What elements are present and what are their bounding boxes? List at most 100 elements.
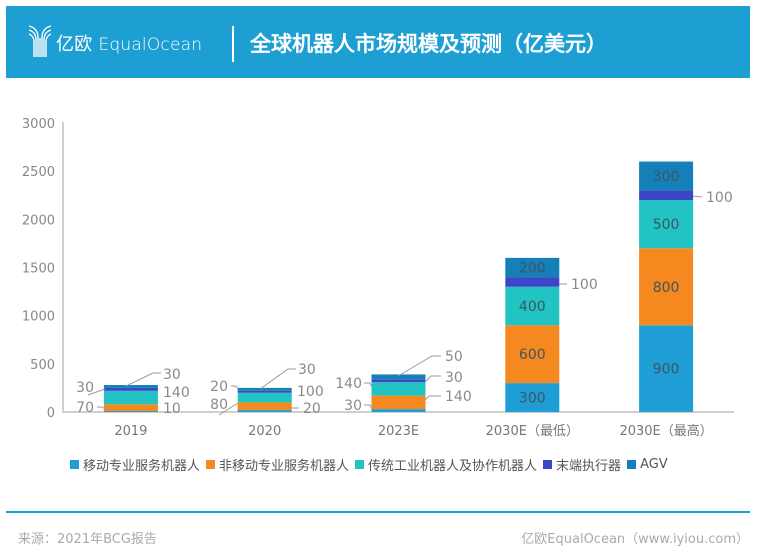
brand-en: EqualOcean — [98, 35, 203, 55]
bar-segment — [639, 200, 694, 249]
x-tick-label: 2023E — [378, 424, 419, 439]
legend-label: AGV — [640, 457, 668, 472]
label-leader-line — [259, 368, 296, 390]
legend-swatch-icon — [206, 460, 216, 469]
data-label: 140 — [445, 389, 472, 405]
label-leader-line — [218, 402, 239, 416]
legend-item-end-effector: 末端执行器 — [543, 455, 621, 474]
data-label: 30 — [76, 380, 94, 396]
legend-item-agv: AGV — [627, 457, 668, 472]
bar-segment — [371, 382, 426, 396]
data-label: 80 — [210, 397, 228, 413]
label-leader-line — [425, 375, 441, 382]
x-tick-label: 2030E（最低） — [486, 424, 579, 439]
data-label: 140 — [335, 376, 362, 392]
legend-item-industrial-cobot: 传统工业机器人及协作机器人 — [355, 455, 537, 474]
y-tick-label: 500 — [30, 358, 55, 373]
legend-label: 末端执行器 — [556, 459, 622, 474]
bar-segment — [505, 383, 560, 412]
label-leader-line — [397, 355, 441, 377]
y-tick-label: 1000 — [22, 310, 55, 325]
data-label: 300 — [653, 169, 680, 185]
y-tick-label: 1500 — [22, 262, 55, 277]
label-leader-line — [424, 395, 441, 401]
bar-segment — [639, 190, 694, 201]
bar-segment — [371, 395, 426, 410]
bar-segment — [237, 387, 292, 391]
bar-segment — [371, 374, 426, 380]
bar-segment — [371, 409, 426, 412]
bar-segment — [237, 392, 292, 403]
data-label: 200 — [519, 261, 546, 277]
x-tick-label: 2020 — [248, 424, 281, 439]
data-label: 30 — [298, 362, 316, 378]
data-label: 300 — [519, 391, 546, 407]
y-tick-label: 0 — [47, 406, 55, 421]
data-label: 30 — [344, 398, 362, 414]
data-label: 10 — [163, 401, 181, 417]
brand-logo-text: 亿欧 EqualOcean — [56, 30, 202, 56]
legend-label: 非移动专业服务机器人 — [219, 459, 350, 474]
data-label: 900 — [653, 362, 680, 378]
data-label: 100 — [297, 384, 324, 400]
legend-swatch-icon — [355, 460, 365, 469]
legend: 移动专业服务机器人 非移动专业服务机器人 传统工业机器人及协作机器人 末端执行器… — [70, 455, 674, 474]
x-axis-labels: 2019 2020 2023E 2030E（最低） 2030E（最高） — [114, 423, 712, 439]
y-axis-ticks: 0 500 1000 1500 2000 2500 3000 — [22, 117, 55, 421]
y-tick-label: 2500 — [22, 165, 55, 180]
footer-source: 来源：2021年BCG报告 — [18, 532, 157, 547]
legend-swatch-icon — [543, 460, 553, 469]
legend-swatch-icon — [70, 460, 79, 469]
bar-segment — [103, 390, 158, 405]
data-label: 600 — [519, 347, 546, 363]
data-label: 70 — [76, 400, 94, 416]
bar-segment — [371, 379, 426, 383]
legend-label: 移动专业服务机器人 — [83, 459, 201, 474]
bar-segment — [237, 402, 292, 411]
bar-segment — [237, 410, 292, 412]
data-label: 20 — [303, 401, 321, 417]
bar-segment — [639, 325, 694, 412]
label-leader-line — [364, 404, 373, 410]
bar-segment — [103, 404, 158, 412]
legend-item-mobile-service: 移动专业服务机器人 — [70, 455, 200, 474]
bars-group — [103, 161, 694, 412]
y-tick-label: 2000 — [22, 213, 55, 228]
bar-segment — [505, 257, 560, 278]
data-label: 50 — [445, 349, 463, 365]
bar-segment — [639, 248, 694, 326]
label-leader-line — [692, 195, 703, 198]
label-leader-line — [97, 406, 106, 410]
footer-divider — [6, 511, 750, 513]
label-leader-line — [87, 388, 106, 396]
legend-item-non-mobile-service: 非移动专业服务机器人 — [206, 455, 349, 474]
data-label: 800 — [653, 280, 680, 296]
bar-segment — [237, 390, 292, 393]
x-tick-label: 2019 — [114, 424, 147, 439]
y-tick-label: 3000 — [22, 117, 55, 132]
brand-cn: 亿欧 — [56, 34, 93, 55]
data-label: 30 — [163, 367, 181, 383]
label-leader-line — [364, 382, 373, 388]
bar-segment — [103, 385, 158, 388]
header-banner: 亿欧 EqualOcean 全球机器人市场规模及预测（亿美元） — [6, 6, 750, 78]
data-label: 500 — [653, 217, 680, 233]
data-label: 100 — [706, 190, 733, 206]
bar-segment — [505, 286, 560, 326]
data-label: 400 — [519, 299, 546, 315]
bar-segment — [505, 325, 560, 384]
data-label: 20 — [210, 379, 228, 395]
legend-label: 传统工业机器人及协作机器人 — [368, 459, 538, 474]
data-label: 30 — [445, 370, 463, 386]
data-label: 100 — [571, 277, 598, 293]
legend-swatch-icon — [627, 460, 637, 469]
data-label: 140 — [163, 385, 190, 401]
footer-credit: 亿欧EqualOcean（www.iyiou.com） — [521, 532, 749, 547]
page-title: 全球机器人市场规模及预测（亿美元） — [250, 32, 607, 56]
header-divider — [232, 26, 234, 62]
x-tick-label: 2030E（最高） — [619, 423, 712, 439]
bar-segment — [103, 387, 158, 391]
label-leader-line — [125, 372, 161, 387]
